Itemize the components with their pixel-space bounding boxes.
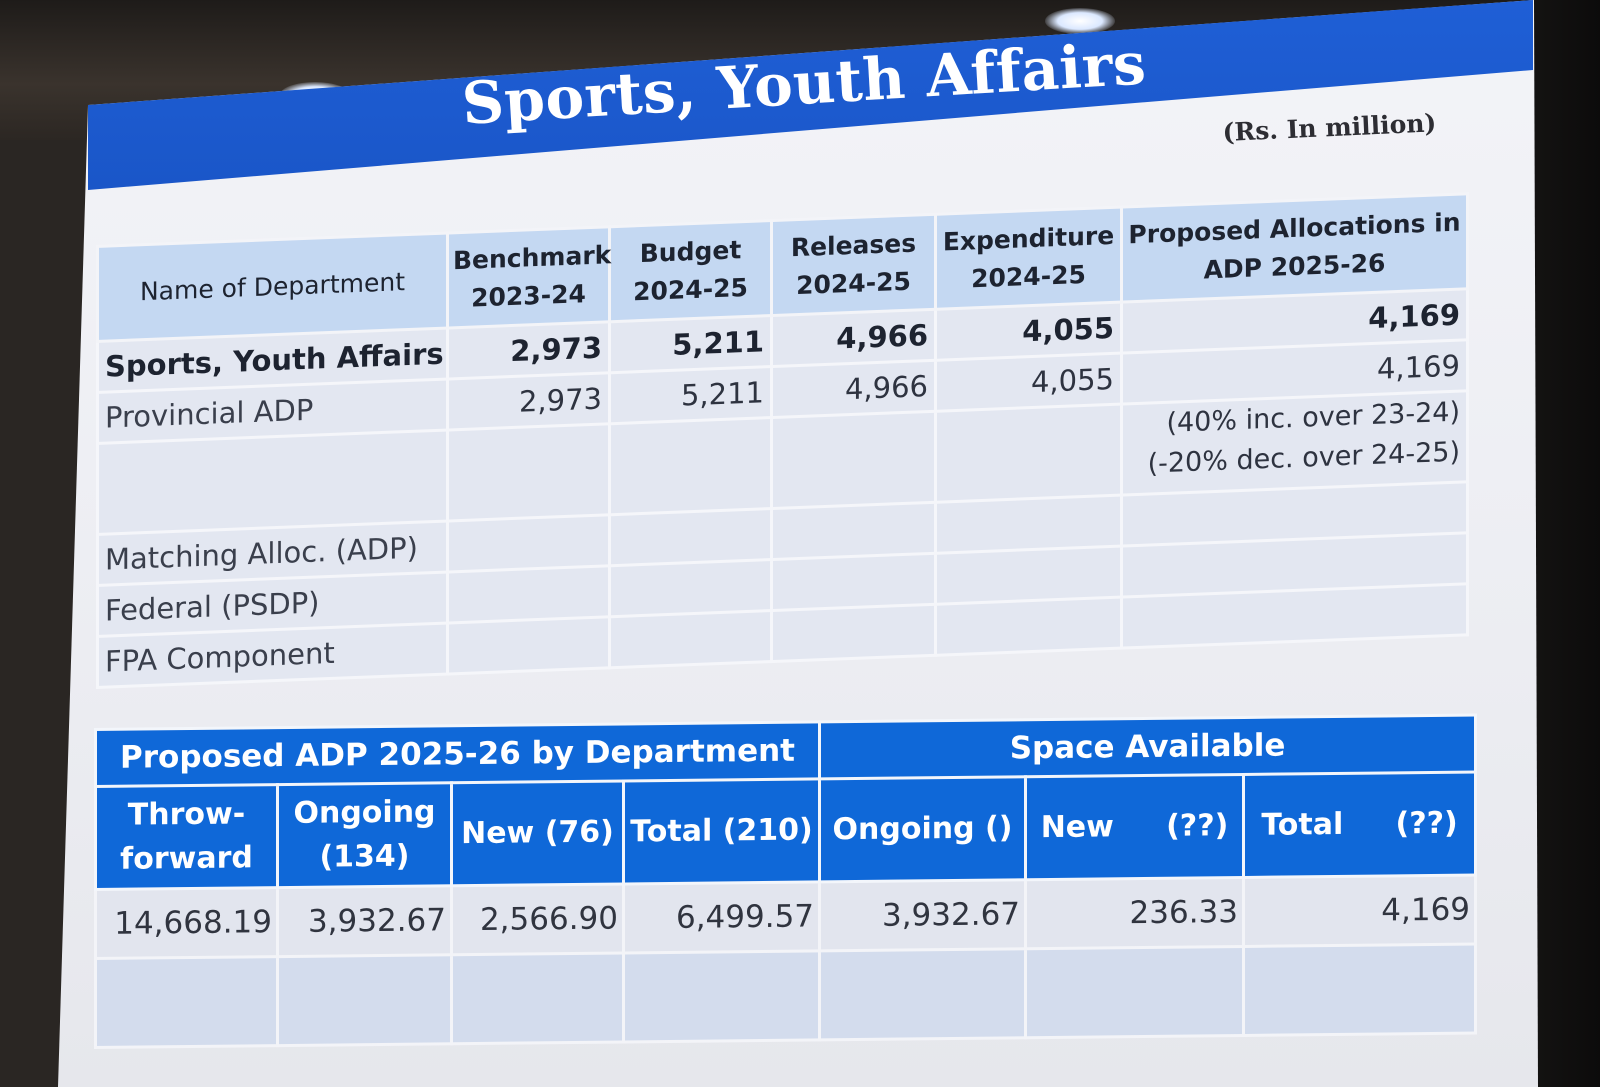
cell-releases: 4,966 xyxy=(771,309,936,367)
cell-empty xyxy=(935,597,1122,656)
cell-empty xyxy=(935,404,1122,503)
room-wall xyxy=(1530,0,1600,1087)
cell-benchmark: 2,973 xyxy=(447,321,610,379)
ceiling-light xyxy=(1045,8,1115,34)
cell-space-ongoing: 3,932.67 xyxy=(819,879,1026,951)
row-label xyxy=(97,429,448,535)
header-ongoing: Ongoing (134) xyxy=(277,782,452,888)
cell-throw-forward: 14,668.19 xyxy=(95,887,278,959)
cell-empty xyxy=(771,502,936,560)
cell-space-new: 236.33 xyxy=(1025,877,1244,949)
cell-empty xyxy=(447,616,610,674)
cell-expenditure: 4,055 xyxy=(935,353,1122,412)
cell-expenditure: 4,055 xyxy=(935,302,1122,361)
header-space-new: New (??) xyxy=(1025,774,1244,880)
cell-empty xyxy=(609,417,772,515)
cell-empty xyxy=(1025,946,1244,1038)
header-throw-forward: Throw-forward xyxy=(95,784,278,890)
cell-empty xyxy=(447,514,610,572)
cell-empty xyxy=(1243,944,1476,1036)
cell-empty xyxy=(451,952,624,1044)
cell-ongoing: 3,932.67 xyxy=(277,885,452,957)
cell-empty xyxy=(771,553,936,611)
header-budget: Budget 2024-25 xyxy=(609,220,772,322)
cell-empty xyxy=(609,610,772,668)
cell-empty xyxy=(277,954,452,1046)
group-header-space-available: Space Available xyxy=(819,715,1476,779)
cell-total: 6,499.57 xyxy=(623,881,820,953)
cell-new: 2,566.90 xyxy=(451,883,624,955)
header-new: New (76) xyxy=(451,780,624,886)
cell-empty xyxy=(935,495,1122,554)
cell-empty xyxy=(609,508,772,566)
cell-empty xyxy=(771,411,936,509)
header-total: Total (210) xyxy=(623,778,820,884)
header-space-ongoing: Ongoing () xyxy=(819,776,1026,882)
header-benchmark: Benchmark 2023-24 xyxy=(447,226,611,328)
cell-empty xyxy=(623,950,820,1042)
header-expenditure: Expenditure 2024-25 xyxy=(935,207,1122,310)
cell-empty xyxy=(95,956,278,1048)
header-proposed: Proposed Allocations in ADP 2025-26 xyxy=(1121,193,1468,303)
growth-note: (40% inc. over 23-24) (-20% dec. over 24… xyxy=(1121,390,1468,496)
header-space-total: Total (??) xyxy=(1243,772,1476,878)
cell-empty xyxy=(609,559,772,617)
header-releases: Releases 2024-25 xyxy=(771,214,936,316)
proposed-adp-table: Proposed ADP 2025-26 by Department Space… xyxy=(94,714,1476,1058)
header-department: Name of Department xyxy=(97,232,448,342)
cell-budget: 5,211 xyxy=(609,315,772,373)
cell-space-total: 4,169 xyxy=(1243,875,1476,947)
group-header-proposed-adp: Proposed ADP 2025-26 by Department xyxy=(95,721,820,787)
cell-empty xyxy=(819,948,1026,1040)
cell-empty xyxy=(935,546,1122,605)
department-allocation-table: Name of Department Benchmark 2023-24 Bud… xyxy=(96,192,1468,688)
cell-budget: 5,211 xyxy=(609,366,772,424)
cell-benchmark: 2,973 xyxy=(447,372,610,430)
cell-releases: 4,966 xyxy=(771,360,936,418)
cell-empty xyxy=(771,604,936,662)
cell-empty xyxy=(447,565,610,623)
table-row xyxy=(95,944,1476,1048)
cell-empty xyxy=(447,423,610,521)
